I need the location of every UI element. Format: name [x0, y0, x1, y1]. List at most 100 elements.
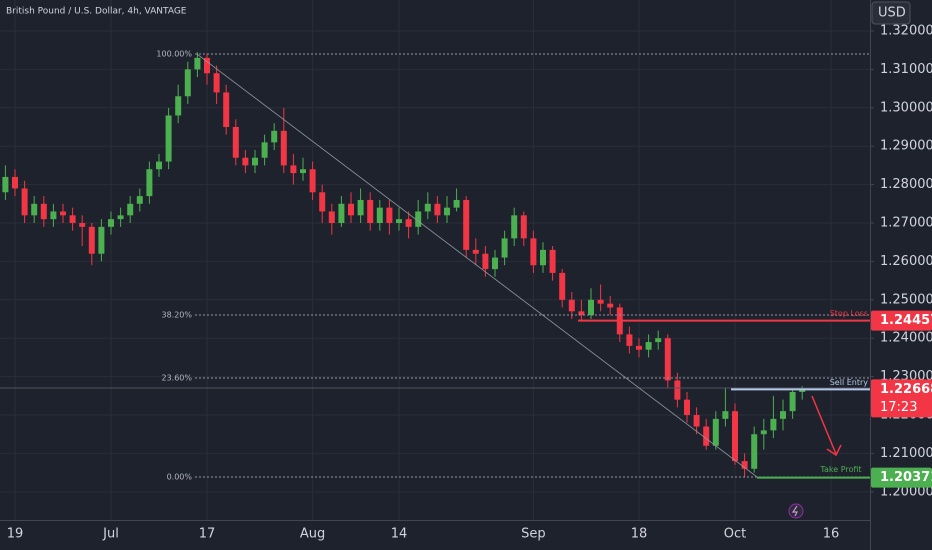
candle-body	[674, 380, 681, 400]
price-box-label: 1.22668	[880, 382, 932, 397]
level-label: Sell Entry	[830, 378, 869, 387]
candle-body	[789, 391, 796, 412]
candle-body	[626, 334, 633, 346]
candle-body	[482, 253, 489, 270]
candle-body	[12, 176, 18, 189]
candle-body	[645, 342, 652, 350]
price-box	[871, 467, 932, 488]
candle-body	[280, 130, 287, 166]
plot	[2, 52, 806, 478]
candle-body	[463, 199, 470, 250]
candle-body	[367, 199, 374, 223]
candle-body	[184, 69, 191, 97]
candle-body	[424, 203, 431, 212]
candle-body	[156, 161, 162, 170]
candle-body	[415, 211, 422, 227]
candle-body	[232, 126, 239, 158]
countdown: 17:23	[880, 400, 917, 415]
candle-body	[69, 215, 76, 223]
fib-label: 100.00%	[156, 50, 192, 59]
candle-body	[578, 311, 585, 316]
price-box	[871, 310, 932, 331]
candle-body	[98, 226, 105, 254]
x-tick-label: 16	[823, 527, 840, 542]
candle-body	[88, 226, 95, 254]
arrow-head	[826, 444, 842, 457]
candle-body	[607, 303, 614, 308]
candle-body	[799, 389, 806, 392]
event-icon[interactable]	[788, 503, 804, 519]
candle-body	[636, 345, 642, 350]
candle-body	[290, 165, 297, 174]
candle-body	[693, 415, 700, 427]
candle-body	[588, 299, 594, 316]
x-tick-label: 18	[631, 527, 648, 542]
level-label: Take Profit	[819, 465, 861, 474]
x-tick-label: Oct	[724, 527, 746, 542]
currency-box[interactable]	[871, 1, 911, 25]
candle-body	[453, 199, 460, 208]
price-box-label: 1.24457	[880, 313, 932, 328]
candle-body	[252, 157, 258, 166]
candle-body	[376, 207, 383, 223]
candle-body	[271, 130, 278, 143]
x-tick-label: Sep	[521, 527, 546, 542]
candle-body	[655, 338, 662, 343]
x-tick-label: 19	[7, 527, 24, 542]
candle-body	[722, 411, 729, 419]
candle-body	[751, 434, 758, 469]
price-box-label: 1.20371	[880, 470, 932, 485]
fib-label: 23.60%	[161, 373, 192, 382]
candle-body	[136, 196, 143, 204]
candle-body	[261, 142, 268, 158]
candle-body	[204, 57, 210, 74]
annotations: 100.00% 38.20% 23.60% 0.00% Stop Loss 1.24457…	[156, 50, 932, 488]
y-tick-label: 1.21000	[880, 446, 932, 461]
candle-body	[386, 207, 393, 223]
x-tick-label: 17	[199, 527, 216, 542]
x-tick-label: Jul	[102, 527, 119, 542]
candle-body	[520, 215, 527, 239]
fib-label: 38.20%	[161, 311, 192, 320]
candle-body	[568, 299, 575, 312]
currency-label: USD	[878, 6, 906, 21]
candle-body	[434, 203, 441, 216]
candle-body	[50, 211, 57, 220]
candle-body	[242, 157, 249, 166]
candle-body	[559, 272, 566, 300]
candle-body	[501, 238, 508, 258]
candle-body	[396, 219, 402, 223]
candle-body	[549, 249, 556, 273]
candle-body	[60, 211, 66, 216]
candle-body	[732, 411, 738, 462]
candle-body	[444, 207, 450, 216]
candle-body	[712, 418, 719, 446]
candle-body	[703, 426, 710, 446]
candle-body	[108, 219, 114, 227]
level-label: Stop Loss	[830, 309, 868, 318]
candle-body	[530, 238, 537, 266]
y-tick-label: 1.20000	[880, 484, 932, 499]
candle-body	[127, 203, 134, 216]
candle-body	[175, 96, 182, 116]
candle-body	[165, 115, 172, 162]
x-tick-label: 14	[391, 527, 408, 542]
arrow	[811, 395, 837, 455]
candle-body	[664, 338, 671, 381]
trend-line	[196, 53, 758, 478]
candle-body	[511, 215, 518, 239]
chart-title: British Pound / U.S. Dollar, 4h, VANTAGE	[6, 7, 187, 17]
fib-label: 0.00%	[167, 472, 193, 481]
candle-body	[760, 430, 767, 435]
candle-body	[31, 203, 38, 216]
candle-body	[2, 176, 9, 193]
y-tick-label: 1.32000	[880, 23, 932, 38]
candle-body	[319, 192, 326, 212]
candle-body	[213, 73, 220, 93]
candle-body	[21, 188, 28, 216]
candle-body	[223, 92, 230, 127]
y-tick-label: 1.31000	[880, 62, 932, 77]
